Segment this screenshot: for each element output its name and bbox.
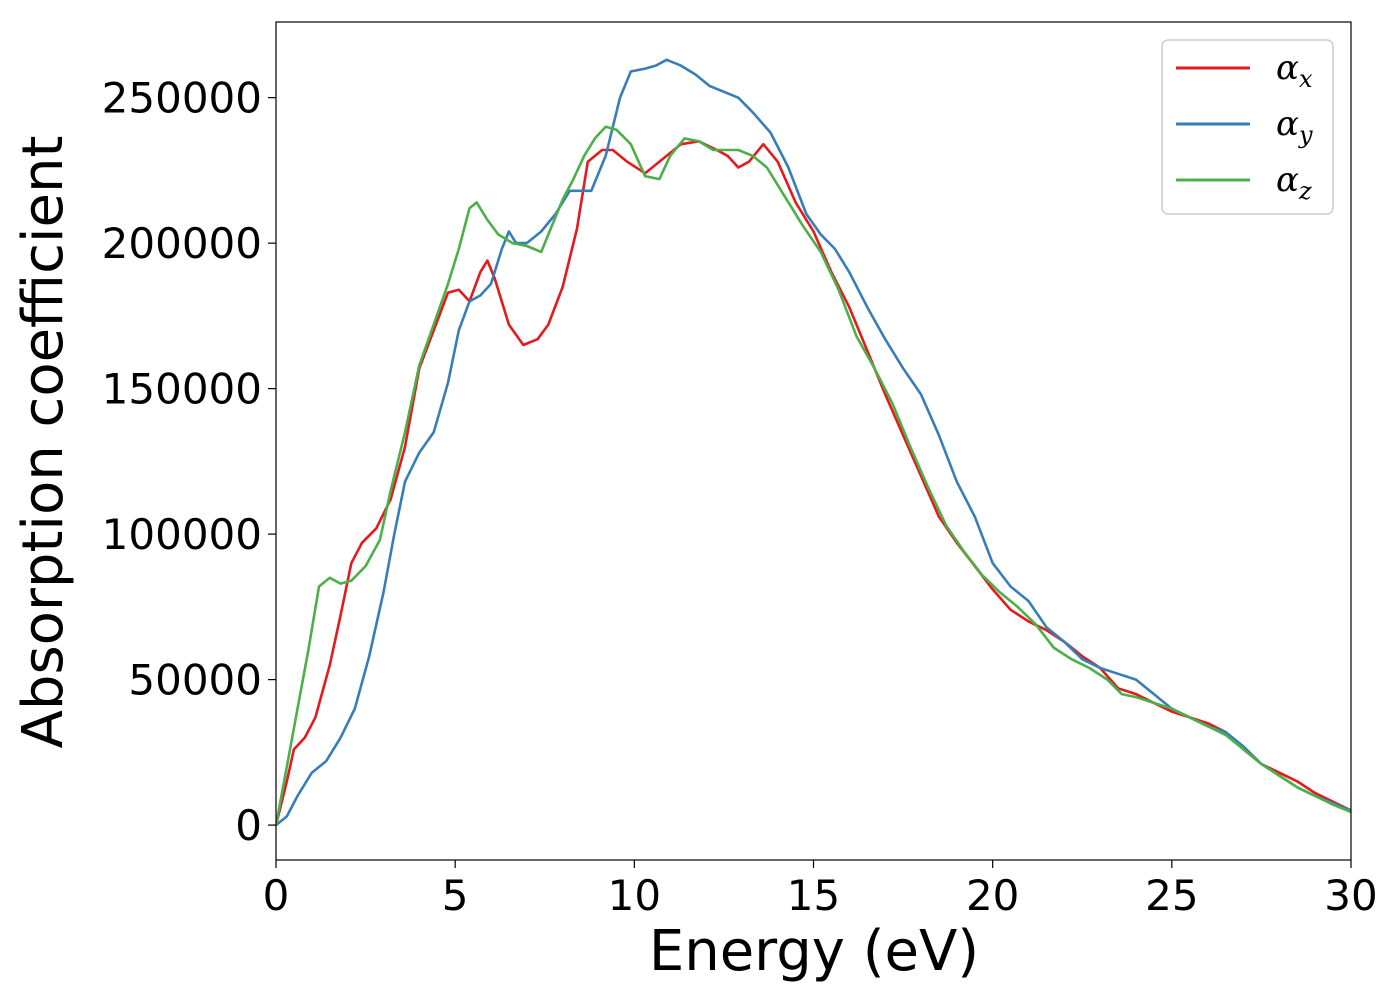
legend-label-x: αx [1276, 48, 1313, 93]
series-line-y [276, 58, 1351, 827]
legend-label-y: αy [1276, 104, 1313, 149]
legend-label-z: αz [1276, 160, 1312, 205]
x-tick-label: 10 [608, 871, 661, 920]
x-tick-label: 20 [966, 871, 1019, 920]
legend: αx αy αz [1161, 39, 1334, 215]
y-axis-label: Absorption coefficient [11, 136, 76, 749]
legend-box [1161, 39, 1334, 215]
plot-area [276, 58, 1351, 827]
y-tick-label: 150000 [102, 365, 262, 414]
x-tick-label: 25 [1145, 871, 1198, 920]
y-tick-label: 0 [235, 801, 262, 850]
y-tick-label: 250000 [102, 74, 262, 123]
y-tick-label: 100000 [102, 510, 262, 559]
x-tick-label: 15 [787, 871, 840, 920]
x-tick-label: 0 [263, 871, 290, 920]
y-tick-label: 50000 [128, 656, 262, 705]
x-tick-label: 5 [442, 871, 469, 920]
axes: 0 5 10 15 20 25 30 0 50000 100000 150000 200000 2500… [102, 21, 1378, 920]
y-tick-label: 200000 [102, 219, 262, 268]
x-tick-label: 30 [1324, 871, 1377, 920]
series-line-z [276, 125, 1351, 827]
x-axis-label: Energy (eV) [649, 919, 979, 984]
